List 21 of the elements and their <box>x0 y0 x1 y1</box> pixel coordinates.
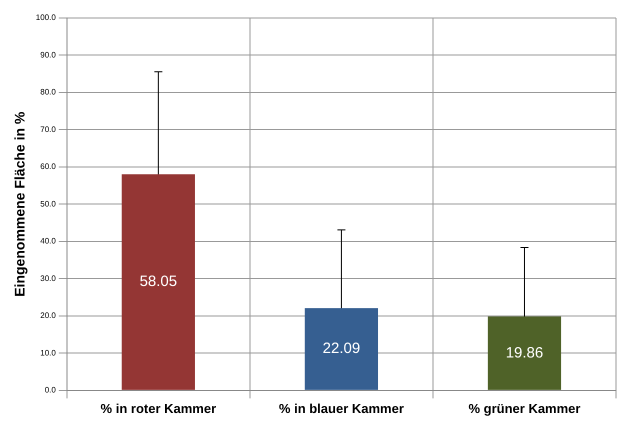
x-tick-label: % in blauer Kammer <box>278 400 404 416</box>
y-tick-label: 90.0 <box>40 50 56 60</box>
y-tick-label: 70.0 <box>40 124 56 134</box>
y-axis-title: Eingenommene Fläche in % <box>11 111 28 297</box>
data-label: 58.05 <box>140 273 178 290</box>
y-tick-label: 10.0 <box>40 348 56 358</box>
bar <box>488 316 562 390</box>
y-tick-label: 0.0 <box>44 386 56 395</box>
data-label: 19.86 <box>506 344 544 362</box>
data-label: 22.09 <box>322 340 360 358</box>
y-tick-label: 30.0 <box>40 274 56 283</box>
y-tick-label: 50.0 <box>40 199 56 208</box>
y-tick-label: 20.0 <box>40 311 56 320</box>
bar <box>304 308 378 390</box>
y-tick-label: 80.0 <box>40 88 56 97</box>
bar <box>122 174 195 390</box>
x-tick-label: % in roter Kammer <box>100 400 216 416</box>
y-tick-label: 100.0 <box>36 13 56 22</box>
y-tick-label: 40.0 <box>40 236 56 246</box>
y-tick-label: 60.0 <box>40 162 56 172</box>
x-tick-label: % grüner Kammer <box>468 400 580 416</box>
